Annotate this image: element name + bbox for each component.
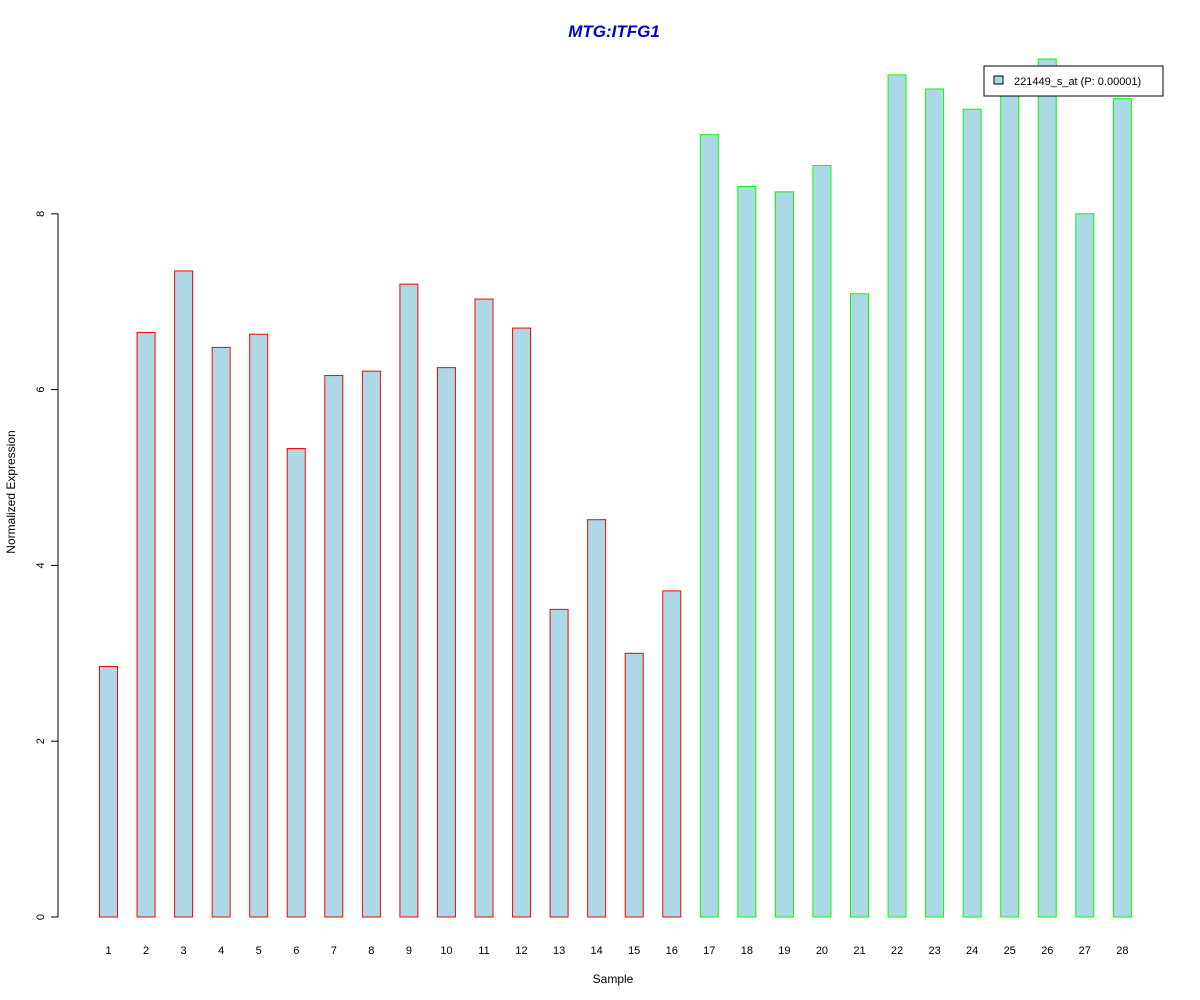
x-tick-label: 19	[778, 945, 790, 957]
bars-group	[99, 58, 1132, 918]
bar-sample-6	[286, 447, 306, 918]
bar-sample-20	[812, 164, 832, 918]
y-tick-label: 6	[35, 387, 47, 393]
x-tick-label: 8	[368, 945, 374, 957]
bar-sample-7	[324, 375, 344, 918]
bar-sample-10	[436, 367, 456, 918]
bar-sample-9	[399, 283, 419, 918]
bar-sample-24	[962, 108, 982, 918]
x-tick-label: 10	[440, 945, 452, 957]
x-tick-label: 24	[966, 945, 978, 957]
x-tick-label: 1	[105, 945, 111, 957]
x-tick-label: 3	[181, 945, 187, 957]
x-tick-label: 23	[928, 945, 940, 957]
bar-sample-28	[1112, 98, 1132, 918]
bar-sample-1	[99, 665, 118, 918]
bar-sample-21	[850, 293, 869, 918]
x-tick-label: 21	[853, 945, 865, 957]
x-tick-labels: 1 2 3 4 5 6 7 8 9 10 11 12 13 14 15 16 17 18 19 20 21 22 23 24 2…	[105, 945, 1128, 957]
x-tick-label: 12	[515, 945, 527, 957]
legend: 221449_s_at (P: 0.00001)	[983, 65, 1164, 97]
bar-sample-8	[361, 370, 381, 918]
y-tick-label: 0	[35, 914, 47, 920]
bar-sample-26	[1037, 58, 1057, 918]
bar-sample-4	[211, 346, 231, 918]
bar-sample-23	[925, 88, 945, 918]
x-tick-label: 16	[666, 945, 678, 957]
x-tick-label: 25	[1004, 945, 1016, 957]
bar-sample-13	[549, 608, 569, 918]
y-axis-label: Normalized Expression	[4, 430, 18, 553]
x-tick-label: 14	[591, 945, 603, 957]
y-tick-label: 8	[35, 211, 47, 217]
x-tick-label: 6	[293, 945, 299, 957]
x-tick-label: 20	[816, 945, 828, 957]
x-tick-label: 7	[331, 945, 337, 957]
bar-sample-14	[587, 519, 607, 918]
bar-sample-27	[1075, 213, 1095, 918]
y-tick-label: 2	[35, 738, 47, 744]
bar-sample-22	[887, 74, 907, 918]
y-axis: 0 2 4 6 8	[35, 211, 59, 920]
x-tick-label: 9	[406, 945, 412, 957]
x-tick-label: 28	[1116, 945, 1128, 957]
bar-sample-5	[249, 333, 269, 918]
x-tick-label: 11	[478, 945, 489, 957]
bar-sample-16	[662, 590, 682, 918]
bar-sample-15	[624, 652, 644, 918]
bar-sample-12	[512, 327, 532, 918]
x-tick-label: 26	[1041, 945, 1053, 957]
x-tick-label: 27	[1079, 945, 1091, 957]
x-tick-label: 15	[628, 945, 640, 957]
x-tick-label: 4	[218, 945, 224, 957]
x-axis-label: Sample	[593, 972, 634, 986]
x-tick-label: 2	[143, 945, 149, 957]
bar-sample-25	[1000, 90, 1020, 918]
y-tick-label: 4	[35, 562, 47, 568]
bar-sample-19	[774, 191, 794, 918]
bar-sample-11	[474, 298, 494, 918]
bar-sample-17	[699, 134, 719, 918]
x-tick-label: 22	[891, 945, 903, 957]
legend-box	[983, 65, 1164, 97]
bar-sample-18	[737, 186, 757, 918]
legend-swatch	[993, 75, 1004, 85]
x-tick-label: 13	[553, 945, 565, 957]
bar-sample-2	[136, 331, 156, 918]
legend-label: 221449_s_at (P: 0.00001)	[1014, 76, 1141, 88]
bar-sample-3	[174, 270, 194, 918]
x-tick-label: 5	[256, 945, 262, 957]
x-tick-label: 17	[703, 945, 715, 957]
chart-title: MTG:ITFG1	[568, 22, 660, 41]
x-tick-label: 18	[741, 945, 753, 957]
